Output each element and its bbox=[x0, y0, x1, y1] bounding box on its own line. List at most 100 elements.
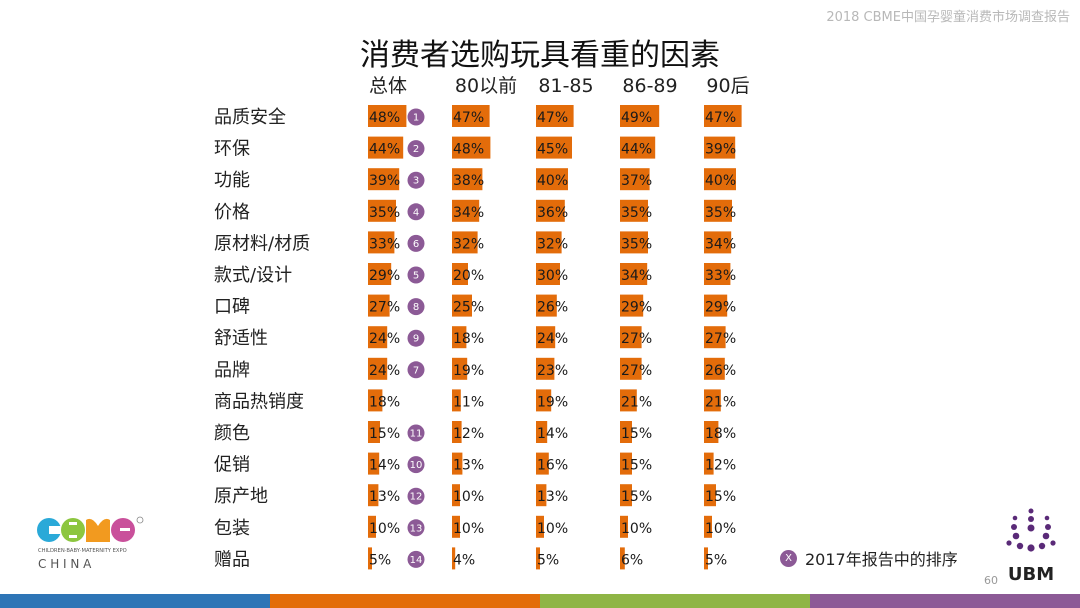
bar bbox=[368, 294, 390, 317]
page-number: 60 bbox=[984, 574, 998, 587]
rank-badge bbox=[407, 424, 425, 442]
bar bbox=[368, 136, 404, 159]
bar bbox=[704, 105, 742, 127]
bar bbox=[704, 294, 728, 317]
data-label: 34% bbox=[453, 205, 484, 221]
bar bbox=[620, 515, 628, 538]
rank-badge-number: 14 bbox=[410, 555, 423, 566]
bar bbox=[368, 515, 376, 538]
data-label: 38% bbox=[453, 173, 484, 189]
bar bbox=[368, 389, 383, 412]
data-label: 15% bbox=[705, 489, 736, 505]
data-label: 15% bbox=[369, 426, 400, 442]
data-label: 48% bbox=[453, 142, 484, 158]
bar bbox=[368, 547, 372, 570]
bar bbox=[368, 168, 400, 191]
category-label: 颜色 bbox=[214, 423, 250, 444]
category-label: 商品热销度 bbox=[214, 391, 304, 412]
bar bbox=[536, 168, 568, 191]
data-label: 21% bbox=[705, 394, 736, 410]
data-label: 32% bbox=[537, 236, 568, 252]
data-label: 15% bbox=[621, 426, 652, 442]
rank-badge-number: 6 bbox=[413, 239, 419, 250]
data-label: 47% bbox=[705, 110, 736, 126]
data-label: 13% bbox=[369, 489, 400, 505]
data-label: 18% bbox=[369, 394, 400, 410]
data-label: 47% bbox=[537, 110, 568, 126]
data-label: 47% bbox=[453, 110, 484, 126]
rank-legend: X 2017年报告中的排序 bbox=[780, 546, 958, 570]
footer-color-bar bbox=[0, 594, 1080, 608]
bar bbox=[368, 326, 388, 349]
data-label: 44% bbox=[621, 142, 652, 158]
rank-badge-number: 13 bbox=[410, 523, 423, 534]
data-label: 39% bbox=[369, 173, 400, 189]
bar bbox=[704, 547, 708, 570]
data-label: 29% bbox=[705, 300, 736, 316]
category-label: 促销 bbox=[214, 455, 250, 476]
bar bbox=[704, 263, 731, 285]
bar bbox=[536, 547, 540, 570]
rank-badge-number: 7 bbox=[413, 365, 419, 376]
data-label: 35% bbox=[369, 205, 400, 221]
data-label: 32% bbox=[453, 236, 484, 252]
bar bbox=[368, 263, 392, 285]
data-label: 19% bbox=[537, 394, 568, 410]
bar bbox=[704, 136, 736, 159]
bar bbox=[620, 231, 648, 254]
bar bbox=[452, 515, 460, 538]
data-label: 35% bbox=[621, 236, 652, 252]
bar bbox=[620, 389, 637, 412]
data-label: 29% bbox=[621, 300, 652, 316]
bar bbox=[704, 357, 725, 380]
data-label: 27% bbox=[621, 363, 652, 379]
rank-badge-number: 8 bbox=[413, 302, 419, 313]
data-label: 24% bbox=[369, 363, 400, 379]
data-label: 49% bbox=[621, 110, 652, 126]
rank-badge-number: 5 bbox=[413, 271, 419, 282]
data-label: 5% bbox=[537, 552, 559, 568]
rank-badge bbox=[407, 361, 425, 379]
bar bbox=[704, 231, 732, 254]
rank-badge bbox=[407, 266, 425, 284]
data-label: 27% bbox=[705, 331, 736, 347]
bar bbox=[368, 484, 379, 507]
data-label: 34% bbox=[621, 268, 652, 284]
category-label: 原产地 bbox=[214, 486, 268, 507]
bar bbox=[452, 484, 460, 507]
bar bbox=[452, 263, 468, 285]
chart-title: 消费者选购玩具看重的因素 bbox=[360, 38, 720, 73]
data-label: 14% bbox=[369, 458, 400, 474]
report-source-note: 2018 CBME中国孕婴童消费市场调查报告 bbox=[826, 10, 1070, 25]
category-label: 品牌 bbox=[214, 360, 250, 381]
data-label: 35% bbox=[705, 205, 736, 221]
bar bbox=[452, 168, 483, 191]
bar bbox=[536, 421, 548, 443]
series-header: 80以前 bbox=[455, 75, 517, 97]
bar bbox=[704, 389, 721, 412]
cbme-logo: CHILDREN·BABY·MATERNITY EXPO C H I N A bbox=[37, 516, 144, 571]
rank-badge bbox=[407, 298, 425, 316]
footer-segment-orange bbox=[270, 594, 540, 608]
rank-badge-number: 2 bbox=[413, 144, 419, 155]
rank-badge bbox=[407, 234, 425, 252]
ubm-logo: UBM bbox=[1006, 508, 1056, 585]
bar bbox=[536, 263, 560, 285]
bar bbox=[452, 294, 472, 317]
data-label: 16% bbox=[537, 458, 568, 474]
data-label: 27% bbox=[369, 300, 400, 316]
bar bbox=[620, 452, 632, 475]
bar bbox=[368, 105, 407, 127]
data-label: 24% bbox=[537, 331, 568, 347]
bar bbox=[536, 357, 555, 380]
rank-badge-number: 3 bbox=[413, 176, 419, 187]
category-label: 款式/设计 bbox=[214, 265, 292, 286]
bar bbox=[704, 168, 736, 191]
bar bbox=[704, 452, 714, 475]
bar bbox=[452, 547, 456, 570]
data-label: 40% bbox=[537, 173, 568, 189]
bar bbox=[536, 389, 552, 412]
bar bbox=[536, 105, 574, 127]
bar bbox=[368, 357, 388, 380]
bar bbox=[452, 326, 467, 349]
